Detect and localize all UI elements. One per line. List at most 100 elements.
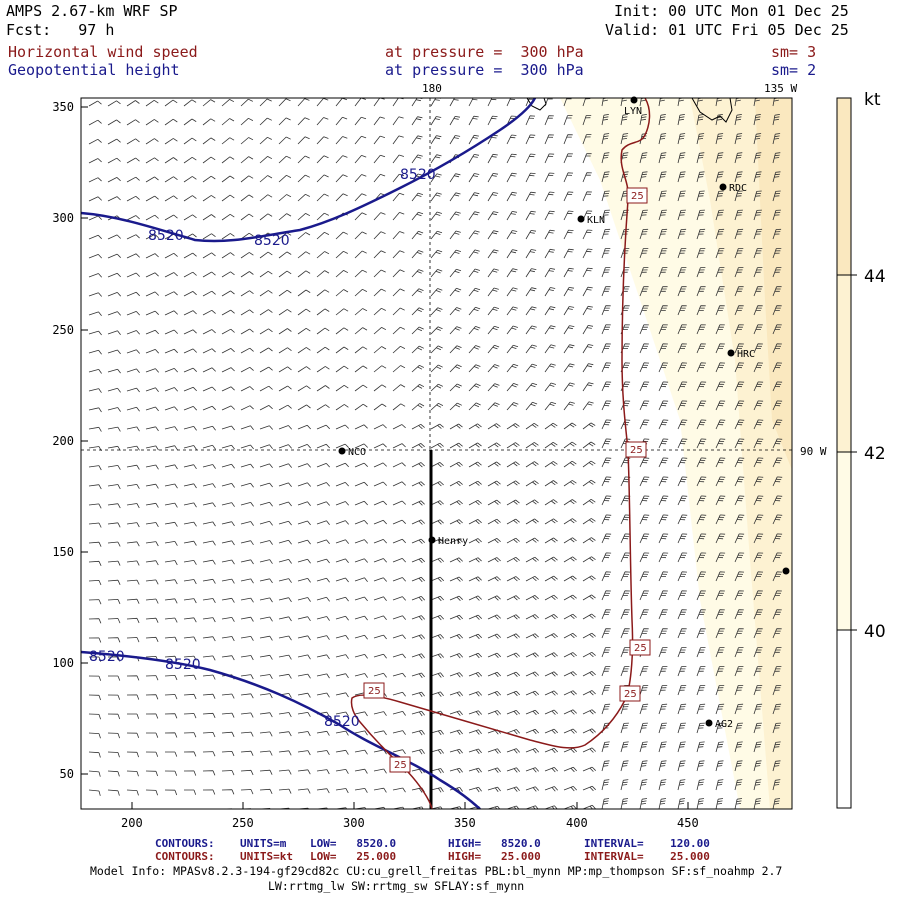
wind-barb [696, 267, 706, 278]
station-nco-marker[interactable] [338, 447, 346, 455]
wind-label-box: 25 [363, 682, 385, 699]
station-kln-marker[interactable] [577, 215, 585, 223]
wind-barb [468, 672, 482, 678]
wind-barb [715, 381, 726, 392]
wind-barb [335, 270, 349, 278]
wind-barb [506, 172, 517, 183]
wind-barb [164, 426, 178, 431]
wind-barb [677, 286, 687, 297]
wind-barb [544, 248, 555, 259]
wind-barb [468, 614, 482, 620]
station-hrc-marker[interactable] [727, 349, 735, 357]
wind-barb [677, 609, 687, 620]
wind-barb [145, 157, 159, 164]
wind-barb [373, 154, 386, 164]
wind-barb [620, 98, 628, 107]
height-label: 8520 [254, 233, 290, 249]
wind-barb [677, 533, 688, 544]
wind-barb [734, 685, 744, 696]
wind-barb [373, 250, 386, 259]
wind-barb [145, 426, 159, 432]
wind-barb [411, 710, 425, 717]
colorbar [836, 97, 857, 809]
wind-barb [126, 732, 140, 739]
wind-barb [677, 114, 685, 126]
wind-barb [544, 480, 558, 487]
wind-barb [354, 212, 367, 221]
wind-barb [259, 578, 273, 584]
wind-barb [411, 615, 426, 621]
wind-barb [145, 522, 159, 528]
wind-barb [240, 636, 254, 641]
wind-barb [430, 383, 443, 392]
wind-barb [696, 381, 707, 392]
station-lyn-marker[interactable] [630, 96, 638, 104]
wind-barb [449, 538, 463, 544]
wind-barb [639, 666, 649, 677]
wind-barb [259, 597, 273, 603]
wind-barb [753, 190, 762, 202]
wind-barb [449, 230, 461, 240]
wind-barb [88, 349, 102, 355]
wind-barb [753, 514, 764, 525]
wind-barb [107, 522, 121, 528]
wind-barb [563, 766, 577, 773]
wind-barb [145, 502, 159, 508]
wind-barb [658, 590, 668, 601]
station-ag2-marker[interactable] [705, 719, 713, 727]
wind-barb [734, 400, 745, 411]
wind-barb [601, 381, 612, 392]
wind-barb [677, 703, 687, 715]
wind-barb [88, 732, 101, 739]
wind-barb [449, 748, 463, 755]
wind-barb [791, 504, 792, 505]
wind-barb [183, 118, 197, 126]
wind-barb [107, 426, 121, 432]
wind-barb [563, 422, 577, 430]
contour2-prefix: CONTOURS: [155, 850, 215, 863]
wind-barb [221, 617, 235, 622]
wind-barb [240, 271, 254, 278]
wind-barb [411, 519, 425, 525]
wind-barb [487, 557, 501, 563]
station-rdc-marker[interactable] [719, 183, 727, 191]
wind-barb [259, 616, 273, 622]
wind-barb [753, 209, 762, 221]
wind-barb [677, 343, 687, 354]
wind-barb [468, 538, 482, 544]
wind-barb [354, 558, 369, 563]
wind-barb [582, 479, 596, 487]
wind-barb [582, 286, 593, 297]
wind-barbs [88, 98, 792, 809]
wind-barb [487, 325, 500, 335]
wind-barb [544, 268, 556, 278]
wind-barb [183, 348, 197, 354]
wind-barb [221, 386, 235, 392]
wind-barb [145, 214, 159, 221]
wind-barb [658, 685, 668, 696]
wind-barb [639, 248, 649, 259]
wind-barb [525, 709, 539, 716]
wind-barb [297, 501, 311, 506]
station-henry-marker[interactable] [428, 536, 436, 544]
wind-barb [468, 767, 482, 774]
station-edge-marker[interactable] [782, 567, 790, 575]
wind-barb [601, 779, 610, 791]
wind-barb [221, 175, 235, 183]
wind-barb [563, 153, 573, 164]
wind-barb [126, 484, 140, 489]
wind-barb [525, 230, 537, 240]
wind-barb [677, 685, 687, 696]
wind-barb [202, 405, 216, 411]
wind-barb [772, 98, 780, 107]
wind-barb [145, 272, 159, 278]
wind-barb [582, 518, 596, 525]
wind-barb [88, 138, 102, 145]
wind-barb [772, 514, 783, 525]
colorbar-frame [836, 97, 852, 809]
wind-barb [88, 215, 102, 221]
wind-barb [506, 786, 520, 792]
wind-barb [639, 381, 650, 392]
wind-barb [259, 712, 273, 718]
wind-barb [658, 419, 669, 430]
